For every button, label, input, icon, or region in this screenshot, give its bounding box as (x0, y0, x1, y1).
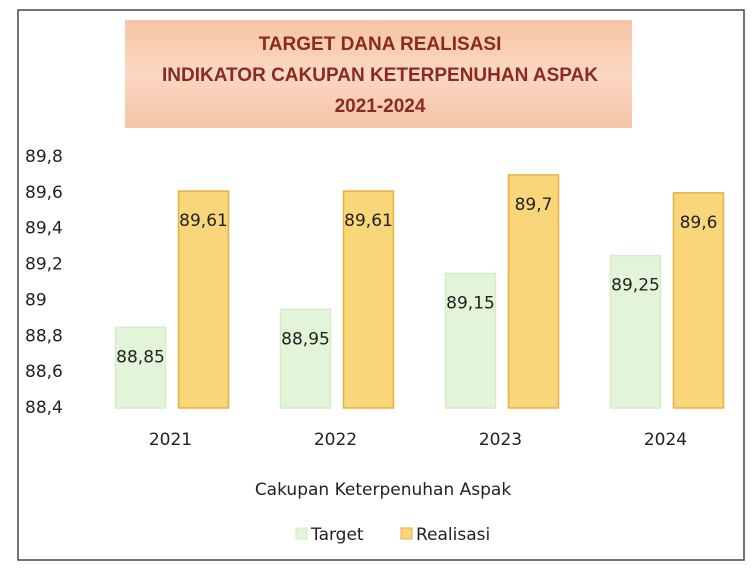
x-tick-label: 2022 (314, 430, 357, 450)
chart-title: INDIKATOR CAKUPAN KETERPENUHAN ASPAK (162, 65, 598, 86)
bar (609, 254, 662, 409)
legend-label: Target (310, 525, 364, 545)
legend-swatch (400, 527, 413, 540)
y-tick-label: 89,2 (25, 255, 63, 275)
x-tick-label: 2024 (644, 430, 687, 450)
legend-label: Realisasi (416, 525, 490, 545)
y-tick-label: 88,8 (25, 326, 63, 346)
y-tick-label: 89,4 (25, 219, 63, 239)
value-label: 89,25 (611, 276, 660, 296)
y-tick-label: 88,6 (25, 362, 63, 382)
value-label: 88,95 (281, 329, 330, 349)
value-label: 89,61 (179, 211, 228, 231)
x-axis-title: Cakupan Keterpenuhan Aspak (255, 480, 512, 500)
bar (177, 190, 230, 409)
bar (507, 174, 560, 409)
chart-title: TARGET DANA REALISASI (259, 34, 502, 55)
y-tick-label: 89,6 (25, 183, 63, 203)
value-label: 88,85 (116, 347, 165, 367)
chart-title: 2021-2024 (335, 96, 426, 117)
y-tick-label: 89,8 (25, 147, 63, 167)
x-tick-label: 2021 (149, 430, 192, 450)
bar (672, 192, 725, 409)
bar (444, 272, 497, 409)
bar (342, 190, 395, 409)
bar (279, 308, 332, 409)
value-label: 89,7 (515, 195, 553, 215)
y-tick-label: 88,4 (25, 398, 63, 418)
title-box (125, 20, 632, 128)
value-label: 89,15 (446, 294, 495, 314)
bar (114, 326, 167, 409)
value-label: 89,61 (344, 211, 393, 231)
value-label: 89,6 (680, 213, 718, 233)
y-tick-label: 89 (25, 290, 47, 310)
x-tick-label: 2023 (479, 430, 522, 450)
legend-swatch (295, 527, 308, 540)
